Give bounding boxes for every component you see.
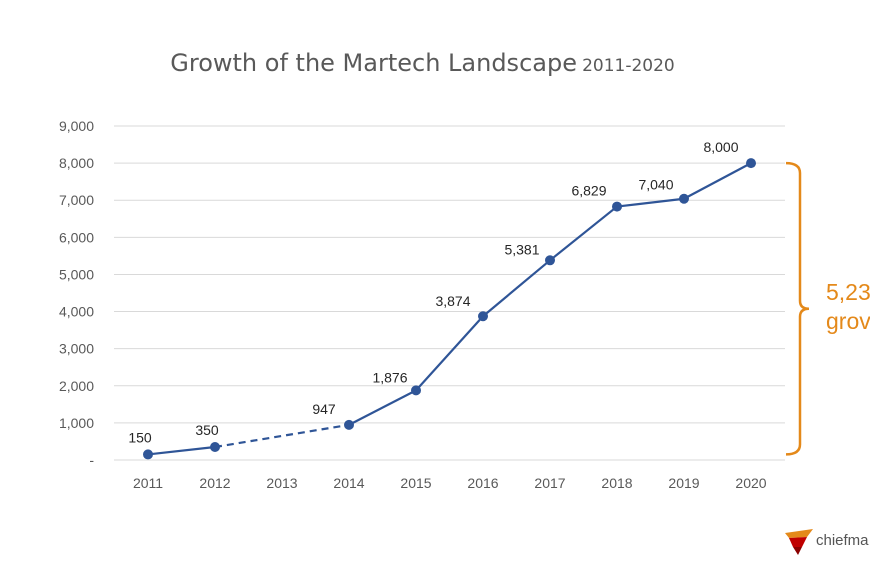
line-segment [415, 315, 484, 392]
x-tick-label: 2013 [266, 475, 297, 491]
y-tick-label: - [89, 452, 94, 468]
growth-bracket [785, 161, 810, 456]
chart-title: Growth of the Martech Landscape 2011-202… [0, 49, 845, 77]
data-point [746, 158, 756, 169]
x-tick-label: 2012 [199, 475, 230, 491]
data-label: 6,829 [571, 183, 606, 199]
data-label: 1,876 [372, 369, 407, 385]
data-point [478, 311, 488, 322]
line-segment-dashed [214, 423, 350, 449]
chart-title-main: Growth of the Martech Landscape [170, 49, 577, 77]
line-segment [147, 445, 216, 456]
growth-callout: 5,23 grov [826, 278, 870, 336]
data-label: 5,381 [504, 241, 539, 257]
data-point [411, 385, 421, 396]
chart-title-years: 2011-2020 [582, 56, 675, 76]
series-points [143, 158, 756, 460]
y-tick-label: 2,000 [59, 378, 94, 394]
x-tick-label: 2015 [400, 475, 431, 491]
series-lines [147, 162, 752, 456]
data-label: 350 [195, 422, 219, 438]
data-label: 947 [312, 401, 336, 417]
y-axis-ticks: - 1,000 2,000 3,000 4,000 5,000 6,000 7,000 8,00… [59, 118, 94, 468]
y-tick-label: 5,000 [59, 266, 94, 282]
data-labels: 150 350 947 1,876 3,874 5,381 6,829 7,040 8,000 [128, 139, 738, 445]
y-tick-label: 9,000 [59, 118, 94, 134]
data-point [679, 193, 689, 204]
data-point [143, 449, 153, 460]
x-tick-label: 2019 [668, 475, 699, 491]
line-segment [683, 162, 752, 200]
data-label: 150 [128, 429, 152, 445]
x-tick-label: 2011 [133, 475, 163, 491]
x-tick-label: 2016 [467, 475, 498, 491]
line-segment [482, 259, 551, 318]
data-point [344, 419, 354, 430]
data-point [210, 442, 220, 453]
data-point [612, 201, 622, 212]
growth-callout-line-1: 5,23 [826, 279, 870, 305]
line-segment [549, 205, 618, 262]
x-tick-label: 2018 [601, 475, 632, 491]
y-tick-label: 1,000 [59, 415, 94, 431]
y-tick-label: 4,000 [59, 304, 94, 320]
x-tick-label: 2020 [735, 475, 766, 491]
x-axis-ticks: 2011 2012 2013 2014 2015 2016 2017 2018 2019 2020 [133, 475, 767, 491]
line-segment [616, 197, 685, 208]
chief-hat-icon [785, 529, 813, 555]
line-segment [348, 389, 417, 426]
y-tick-label: 8,000 [59, 155, 94, 171]
x-tick-label: 2017 [534, 475, 565, 491]
y-tick-label: 7,000 [59, 192, 94, 208]
data-label: 8,000 [703, 139, 738, 155]
y-tick-label: 6,000 [59, 229, 94, 245]
growth-callout-line-2: grov [826, 308, 870, 334]
x-tick-label: 2014 [333, 475, 364, 491]
data-point [545, 255, 555, 266]
chiefmartec-logo: chiefma [783, 527, 870, 557]
data-label: 3,874 [435, 293, 470, 309]
logo-text: chiefma [816, 532, 869, 549]
data-label: 7,040 [638, 177, 673, 193]
y-tick-label: 3,000 [59, 341, 94, 357]
curly-bracket [785, 161, 810, 456]
